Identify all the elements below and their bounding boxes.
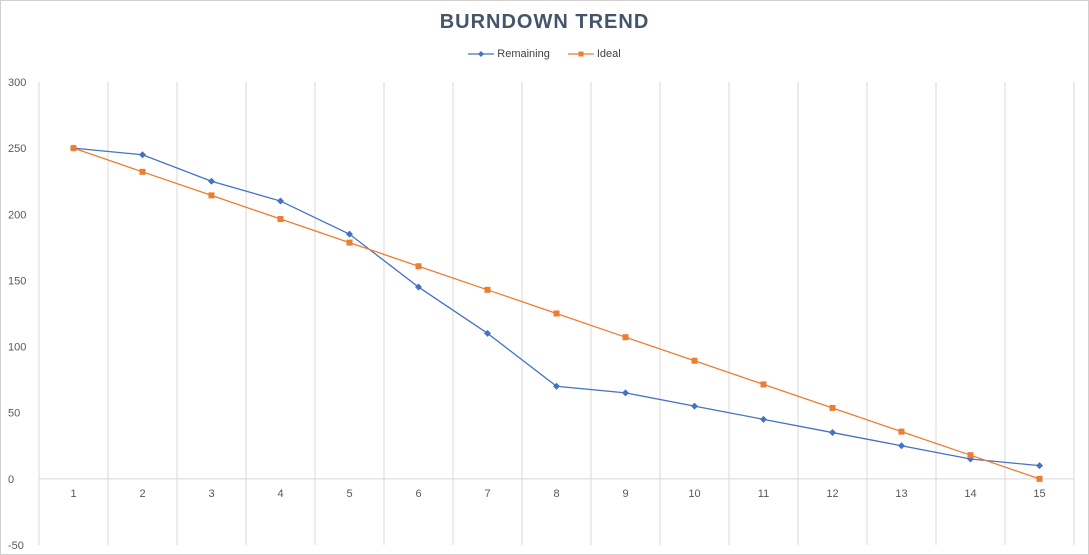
legend-label-ideal: Ideal [596, 48, 621, 60]
legend-item-remaining: Remaining [468, 48, 550, 60]
data-point-ideal [346, 239, 353, 246]
x-tick-label: 4 [277, 488, 283, 500]
y-tick-label: 100 [8, 342, 26, 354]
data-point-ideal [208, 192, 215, 199]
data-point-ideal [139, 168, 146, 175]
y-tick-label: 150 [8, 275, 26, 287]
x-tick-label: 10 [688, 488, 700, 500]
data-point-remaining [484, 329, 491, 337]
data-point-remaining [622, 389, 629, 397]
x-tick-label: 15 [1033, 488, 1045, 500]
data-point-ideal [277, 216, 284, 223]
data-point-remaining [829, 429, 836, 437]
data-point-ideal [898, 428, 905, 435]
series-line-remaining [73, 147, 1040, 467]
data-point-ideal [70, 145, 77, 152]
data-point-remaining [208, 177, 215, 185]
x-tick-label: 14 [964, 488, 976, 500]
data-point-remaining [898, 442, 905, 450]
legend-item-ideal: Ideal [567, 48, 621, 60]
x-tick-label: 8 [553, 488, 559, 500]
data-point-remaining [346, 230, 353, 238]
y-tick-label: 250 [8, 143, 26, 155]
data-point-remaining [1036, 462, 1043, 470]
legend-swatch-remaining [468, 51, 495, 57]
y-tick-label: 300 [8, 77, 26, 89]
data-point-remaining [139, 151, 146, 159]
x-tick-label: 11 [758, 488, 769, 500]
data-point-remaining [691, 402, 698, 410]
x-tick-label: 6 [415, 488, 421, 500]
x-tick-label: 7 [484, 488, 490, 500]
x-tick-label: 13 [895, 488, 907, 500]
data-point-ideal [553, 310, 560, 317]
data-point-ideal [760, 381, 767, 388]
x-tick-label: 2 [139, 488, 145, 500]
data-point-remaining [760, 415, 767, 423]
data-point-ideal [691, 357, 698, 364]
x-tick-label: 1 [70, 488, 76, 500]
legend-swatch-ideal [567, 51, 594, 57]
data-point-ideal [622, 334, 629, 341]
data-point-ideal [829, 404, 836, 411]
data-point-ideal [415, 263, 422, 270]
x-tick-label: 12 [826, 488, 838, 500]
data-point-ideal [484, 286, 491, 293]
y-tick-label: 0 [8, 474, 14, 486]
data-point-ideal [1036, 475, 1043, 482]
y-tick-label: -50 [8, 540, 24, 552]
data-point-remaining [277, 197, 284, 205]
y-tick-label: 200 [8, 209, 26, 221]
data-point-remaining [553, 382, 560, 390]
data-point-ideal [967, 452, 974, 459]
x-tick-label: 5 [346, 488, 352, 500]
legend-label-remaining: Remaining [497, 48, 550, 60]
x-tick-label: 9 [622, 488, 628, 500]
data-point-remaining [415, 283, 422, 291]
y-tick-label: 50 [8, 408, 20, 420]
legend: Remaining Ideal [1, 48, 1088, 60]
chart-title: BURNDOWN TREND [439, 11, 650, 33]
x-tick-label: 3 [208, 488, 214, 500]
